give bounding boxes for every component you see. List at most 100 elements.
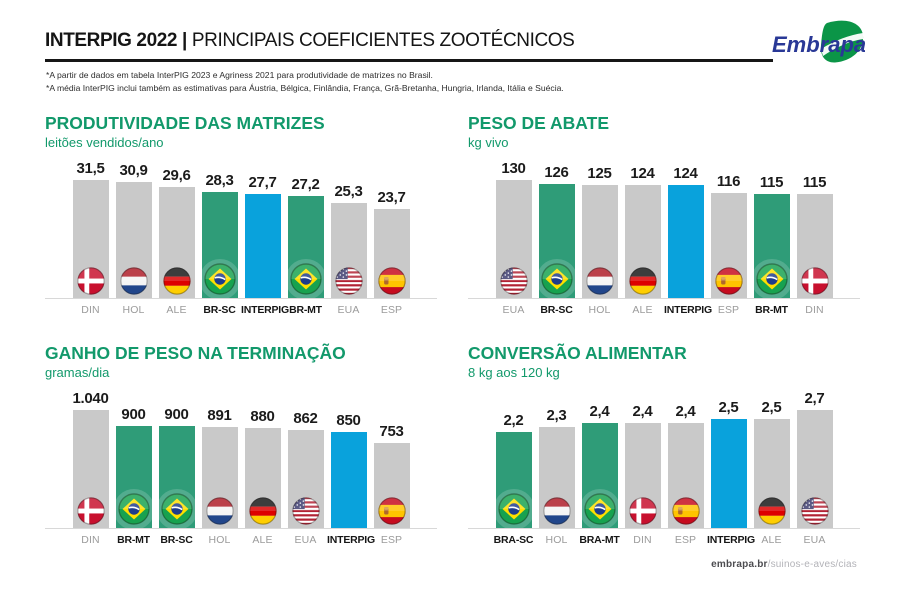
bar-value-label-eua: 2,7 (804, 390, 825, 407)
bar-value-label-ale: 2,5 (761, 399, 782, 416)
bar-value-label-din: 1.040 (72, 390, 109, 407)
flag-eua (800, 497, 829, 525)
bar-column-hol: 125 (578, 165, 621, 298)
bar-column-interpig: 2,5 (707, 399, 750, 528)
bars-row: 130 126 125 124 124 116 115 115 (468, 157, 860, 298)
bar-column-esp: 116 (707, 173, 750, 298)
country-label-hol: HOL (588, 304, 611, 316)
flag-br-mt (289, 263, 322, 295)
bar-interpig (667, 185, 704, 298)
flag-bra-sc (497, 493, 530, 525)
chart-subtitle: gramas/dia (45, 365, 110, 380)
flag-ale (757, 497, 786, 525)
bar-interpig (710, 419, 747, 528)
chart-title: PESO DE ABATE (468, 113, 609, 133)
bar-ale (244, 428, 281, 528)
flag-hol (585, 267, 614, 295)
country-label-eua: EUA (502, 304, 525, 316)
bar-column-eua: 25,3 (327, 183, 370, 298)
axis-baseline (468, 298, 860, 299)
bar-value-label-bra-mt: 2,4 (589, 403, 610, 420)
bar-value-label-ale: 880 (250, 408, 275, 425)
bar-column-din: 115 (793, 174, 836, 298)
bar-value-label-br-sc: 28,3 (205, 172, 234, 189)
logo-text: Embrapa (772, 32, 865, 57)
brazil-flag-icon (540, 263, 573, 295)
country-label-esp: ESP (674, 534, 697, 546)
bar-eua (287, 430, 324, 528)
bar-value-label-hol: 125 (587, 165, 612, 182)
bar-eua (796, 410, 833, 528)
bar-column-din: 2,4 (621, 403, 664, 528)
category-labels-row: BRA-SC HOL BRA-MT DIN ESP INTERPIG ALE EUA (468, 529, 860, 546)
country-label-interpig: INTERPIG (664, 304, 712, 316)
country-label-br-sc: BR-SC (540, 304, 573, 316)
bar-plot: 1.040 900 900 891 880 862 850 753 DIN BR-MT BR-SC… (45, 387, 437, 546)
bar-column-interpig: 850 (327, 412, 370, 528)
embrapa-logo: Embrapa (772, 20, 865, 63)
bar-value-label-interpig: 2,5 (718, 399, 739, 416)
bar-column-ale: 880 (241, 408, 284, 528)
bar-value-label-interpig: 124 (673, 165, 698, 182)
footer-url: embrapa.br/suinos-e-aves/cias (711, 559, 857, 570)
bar-esp (667, 423, 704, 528)
flag-din (76, 267, 105, 295)
bar-value-label-interpig: 27,7 (248, 174, 277, 191)
bar-value-label-eua: 862 (293, 410, 318, 427)
country-label-br-mt: BR-MT (289, 304, 322, 316)
bars-row: 2,2 2,3 2,4 2,4 2,4 2,5 2,5 2,7 (468, 387, 860, 528)
chart-conversao-alimentar: CONVERSÃO ALIMENTAR 8 kg aos 120 kg 2,2 2… (468, 343, 860, 546)
bar-column-interpig: 27,7 (241, 174, 284, 298)
axis-baseline (468, 528, 860, 529)
denmark-flag-icon (800, 267, 829, 295)
bar-din (624, 423, 661, 528)
flag-esp (714, 267, 743, 295)
brazil-flag-icon (497, 493, 530, 525)
netherlands-flag-icon (542, 497, 571, 525)
spain-flag-icon (377, 267, 406, 295)
bar-column-ale: 2,5 (750, 399, 793, 528)
chart-ganho-de-peso-na-terminacao: GANHO DE PESO NA TERMINAÇÃO gramas/dia 1… (45, 343, 437, 546)
bar-column-hol: 891 (198, 407, 241, 528)
bar-hol (201, 427, 238, 528)
bars-row: 31,5 30,9 29,6 28,3 27,7 27,2 25,3 23,7 (45, 157, 437, 298)
chart-title: CONVERSÃO ALIMENTAR (468, 343, 687, 363)
bar-column-esp: 23,7 (370, 189, 413, 298)
usa-flag-icon (499, 267, 528, 295)
bar-interpig (330, 432, 367, 528)
bar-column-br-sc: 126 (535, 164, 578, 298)
chart-peso-de-abate: PESO DE ABATE kg vivo 130 126 125 124 124 116… (468, 113, 860, 316)
footer-url-path: /suinos-e-aves/cias (767, 559, 857, 570)
bar-value-label-eua: 25,3 (334, 183, 363, 200)
bar-plot: 31,5 30,9 29,6 28,3 27,7 27,2 25,3 23,7 DIN HOL A… (45, 157, 437, 316)
usa-flag-icon (800, 497, 829, 525)
bar-plot: 2,2 2,3 2,4 2,4 2,4 2,5 2,5 2,7 BRA-SC HOL BRA-MT… (468, 387, 860, 546)
bar-column-hol: 2,3 (535, 407, 578, 528)
bar-column-ale: 29,6 (155, 167, 198, 298)
axis-baseline (45, 528, 437, 529)
flag-eua (334, 267, 363, 295)
bar-column-bra-sc: 2,2 (492, 412, 535, 528)
denmark-flag-icon (76, 497, 105, 525)
netherlands-flag-icon (585, 267, 614, 295)
bar-value-label-esp: 2,4 (675, 403, 696, 420)
flag-br-sc (540, 263, 573, 295)
country-label-ale: ALE (252, 534, 273, 546)
page-title-rest: PRINCIPAIS COEFICIENTES ZOOTÉCNICOS (191, 30, 575, 51)
bar-value-label-eua: 130 (501, 160, 526, 177)
chart-title: GANHO DE PESO NA TERMINAÇÃO (45, 343, 346, 363)
bar-value-label-br-mt: 27,2 (291, 176, 320, 193)
bar-value-label-br-sc: 126 (544, 164, 569, 181)
country-label-bra-mt: BRA-MT (579, 534, 620, 546)
footnotes: *A partir de dados em tabela InterPIG 20… (46, 69, 564, 96)
country-label-br-sc: BR-SC (160, 534, 193, 546)
page-title: INTERPIG 2022 | PRINCIPAIS COEFICIENTES Z… (45, 30, 575, 52)
bar-column-eua: 2,7 (793, 390, 836, 528)
country-label-ale: ALE (761, 534, 782, 546)
country-label-esp: ESP (380, 534, 403, 546)
bar-br-sc (201, 192, 238, 298)
brazil-flag-icon (755, 263, 788, 295)
bars-row: 1.040 900 900 891 880 862 850 753 (45, 387, 437, 528)
flag-eua (291, 497, 320, 525)
bar-bra-sc (495, 432, 532, 528)
